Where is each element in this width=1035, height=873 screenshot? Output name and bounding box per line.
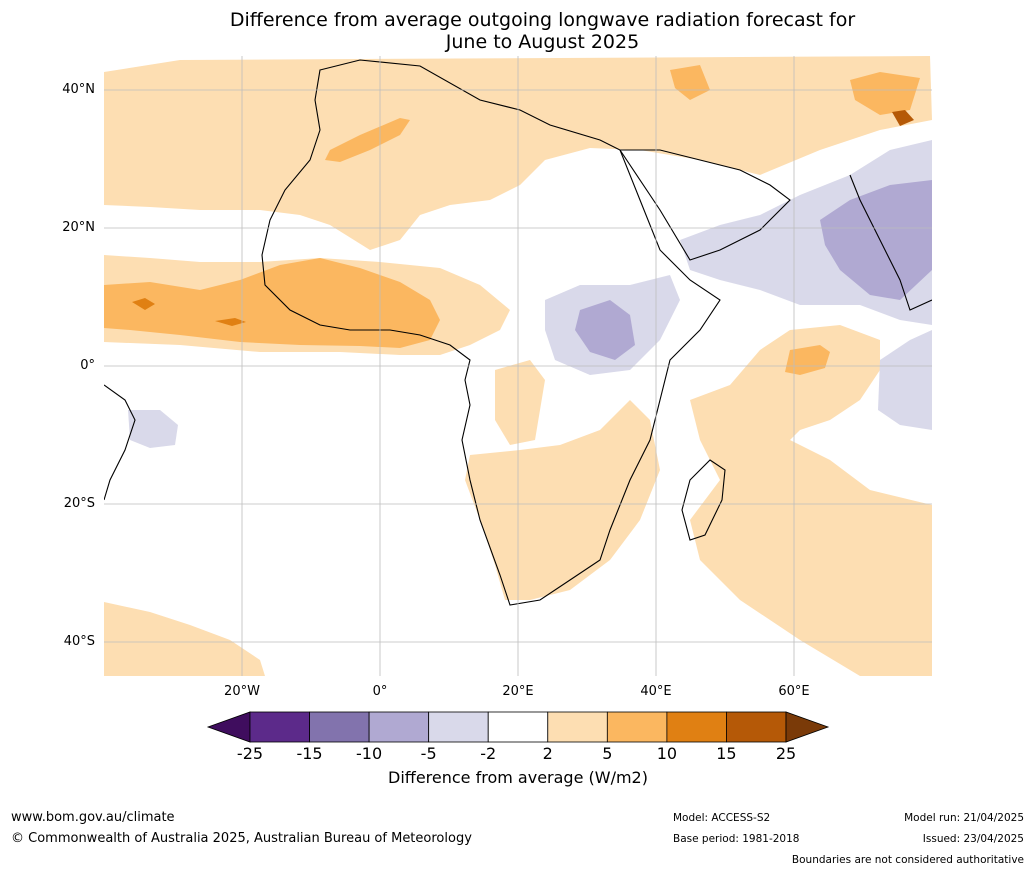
- title-line-2: June to August 2025: [445, 31, 640, 53]
- anomaly-orange-anatolia: [670, 65, 710, 100]
- footer-website: www.bom.gov.au/climate: [11, 810, 175, 825]
- forecast-map: [104, 56, 932, 676]
- colorbar-segment: [309, 711, 370, 743]
- anomaly-light-orange-south-atlantic: [104, 602, 265, 676]
- anomaly-light-orange-southern-africa: [465, 400, 660, 600]
- anomaly-orange-north-africa: [325, 118, 410, 162]
- colorbar-extend-high: [785, 711, 830, 743]
- anomaly-purple-east-africa: [575, 300, 635, 360]
- lat-label-40s: 40°S: [63, 634, 95, 649]
- anomaly-light-purple-east-indian-ocean: [878, 330, 932, 430]
- colorbar-segment: [368, 711, 430, 743]
- chart-title: Difference from average outgoing longwav…: [0, 9, 1035, 53]
- colorbar-label: Difference from average (W/m2): [388, 768, 648, 787]
- anomaly-orange-indian-ocean: [785, 345, 830, 375]
- lon-label-0: 0°: [372, 684, 388, 699]
- colorbar-segment: [606, 711, 668, 743]
- colorbar-segment: [487, 711, 549, 743]
- colorbar-tick-label: 10: [656, 744, 678, 763]
- footer-issued: Issued: 23/04/2025: [922, 833, 1024, 845]
- lon-label-20w: 20°W: [224, 684, 260, 699]
- title-line-1: Difference from average outgoing longwav…: [229, 9, 856, 31]
- colorbar: [206, 711, 830, 743]
- anomaly-light-purple-south-atlantic: [128, 410, 178, 448]
- anomaly-dark-orange-atlantic: [132, 298, 155, 310]
- colorbar-tick-label: 15: [716, 744, 737, 763]
- colorbar-segment: [666, 711, 727, 743]
- anomaly-light-orange-indian-ocean: [690, 325, 932, 676]
- coastline-arabia: [618, 149, 791, 261]
- colorbar-tick-label: 25: [775, 744, 797, 763]
- lat-label-20s: 20°S: [63, 496, 95, 511]
- footer-model: Model: ACCESS-S2: [673, 812, 771, 824]
- colorbar-segment: [249, 711, 310, 743]
- lon-label-40e: 40°E: [640, 684, 672, 699]
- graticule: [104, 56, 932, 676]
- colorbar-segment: [547, 711, 608, 743]
- coastline-madagascar: [681, 459, 726, 541]
- lon-label-60e: 60°E: [778, 684, 810, 699]
- anomaly-dark-orange-caspian: [892, 110, 914, 126]
- anomaly-orange-middle-east: [850, 72, 920, 115]
- colorbar-tick-label: -5: [420, 744, 437, 763]
- colorbar-tick-label: 2: [542, 744, 553, 763]
- colorbar-tick-label: -2: [480, 744, 497, 763]
- lon-label-20e: 20°E: [502, 684, 534, 699]
- coastline-india: [849, 174, 932, 311]
- colorbar-tick-label: -25: [236, 744, 264, 763]
- footer-model-run: Model run: 21/04/2025: [904, 812, 1024, 824]
- footer-base-period: Base period: 1981-2018: [673, 833, 800, 845]
- lat-label-20n: 20°N: [62, 220, 95, 235]
- coastline-south-america: [104, 384, 136, 501]
- anomaly-light-orange-central-africa: [495, 360, 545, 445]
- colorbar-segment: [428, 711, 489, 743]
- anomaly-orange-west-africa: [104, 258, 440, 348]
- colorbar-tick-label: 5: [602, 744, 613, 763]
- anomaly-dark-orange-gulf-guinea: [215, 318, 246, 326]
- footer-disclaimer: Boundaries are not considered authoritat…: [791, 854, 1024, 866]
- colorbar-tick-label: -10: [356, 744, 383, 763]
- colorbar-segment: [726, 711, 787, 743]
- colorbar-tick-label: -15: [296, 744, 323, 763]
- anomaly-purple-bay-of-bengal: [820, 180, 932, 300]
- colorbar-extend-low: [206, 711, 251, 743]
- lat-label-40n: 40°N: [62, 82, 95, 97]
- lat-label-0: 0°: [80, 358, 95, 373]
- footer-copyright: © Commonwealth of Australia 2025, Austra…: [11, 831, 472, 846]
